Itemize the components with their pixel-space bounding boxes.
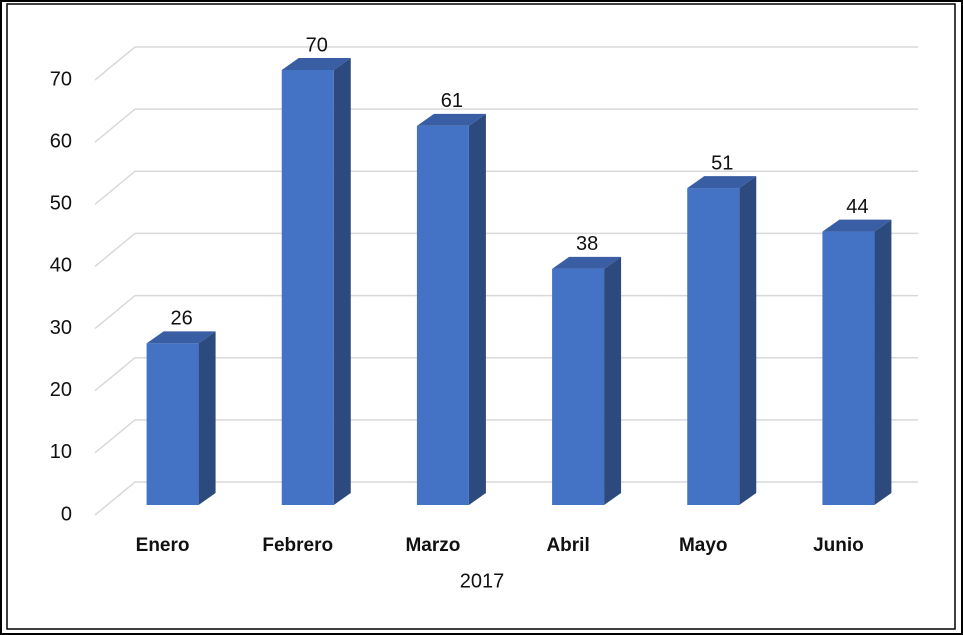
bar <box>281 70 334 505</box>
grid-line <box>94 356 918 392</box>
bar-top <box>146 331 216 344</box>
y-tick-label: 20 <box>50 379 72 401</box>
grid-line <box>94 232 918 268</box>
grid-line <box>94 419 918 454</box>
y-tick-label: 10 <box>50 441 72 463</box>
bar-top <box>687 176 757 189</box>
value-label: 44 <box>846 196 868 218</box>
bar <box>416 125 469 505</box>
x-axis-label: 2017 <box>460 570 505 592</box>
bar <box>146 343 199 505</box>
value-label: 26 <box>170 308 192 330</box>
y-tick-label: 70 <box>50 68 72 90</box>
bar-top <box>416 113 486 126</box>
grid-line <box>94 46 918 81</box>
bar-top <box>281 58 351 70</box>
x-tick-label: Marzo <box>405 535 460 556</box>
bar-side <box>604 256 622 505</box>
bar-side <box>198 331 216 505</box>
grid-line <box>94 294 918 330</box>
value-label: 38 <box>576 233 598 255</box>
x-tick-label: Junio <box>813 535 864 556</box>
grid-line <box>94 108 918 143</box>
y-tick-label: 0 <box>61 503 72 525</box>
x-tick-label: Febrero <box>262 535 333 556</box>
bar-side <box>739 176 757 506</box>
bar <box>552 268 605 505</box>
value-label: 61 <box>441 90 463 112</box>
y-tick-label: 30 <box>50 317 72 339</box>
x-tick-label: Enero <box>136 535 190 556</box>
grid-line <box>94 481 918 516</box>
x-tick-label: Mayo <box>679 535 728 556</box>
bar-top <box>552 256 622 269</box>
inner-border <box>6 3 956 630</box>
y-tick-label: 40 <box>50 255 72 277</box>
x-tick-label: Abril <box>546 535 589 556</box>
bar-side <box>874 219 892 506</box>
bar <box>687 188 740 506</box>
y-tick-label: 60 <box>50 130 72 152</box>
bar-side <box>468 113 486 505</box>
grid-line <box>94 170 918 205</box>
bar-top <box>822 219 892 232</box>
value-label: 70 <box>306 34 328 56</box>
bar <box>822 231 875 506</box>
bar-side <box>333 58 351 505</box>
y-tick-label: 50 <box>50 193 72 215</box>
value-label: 51 <box>711 152 733 174</box>
